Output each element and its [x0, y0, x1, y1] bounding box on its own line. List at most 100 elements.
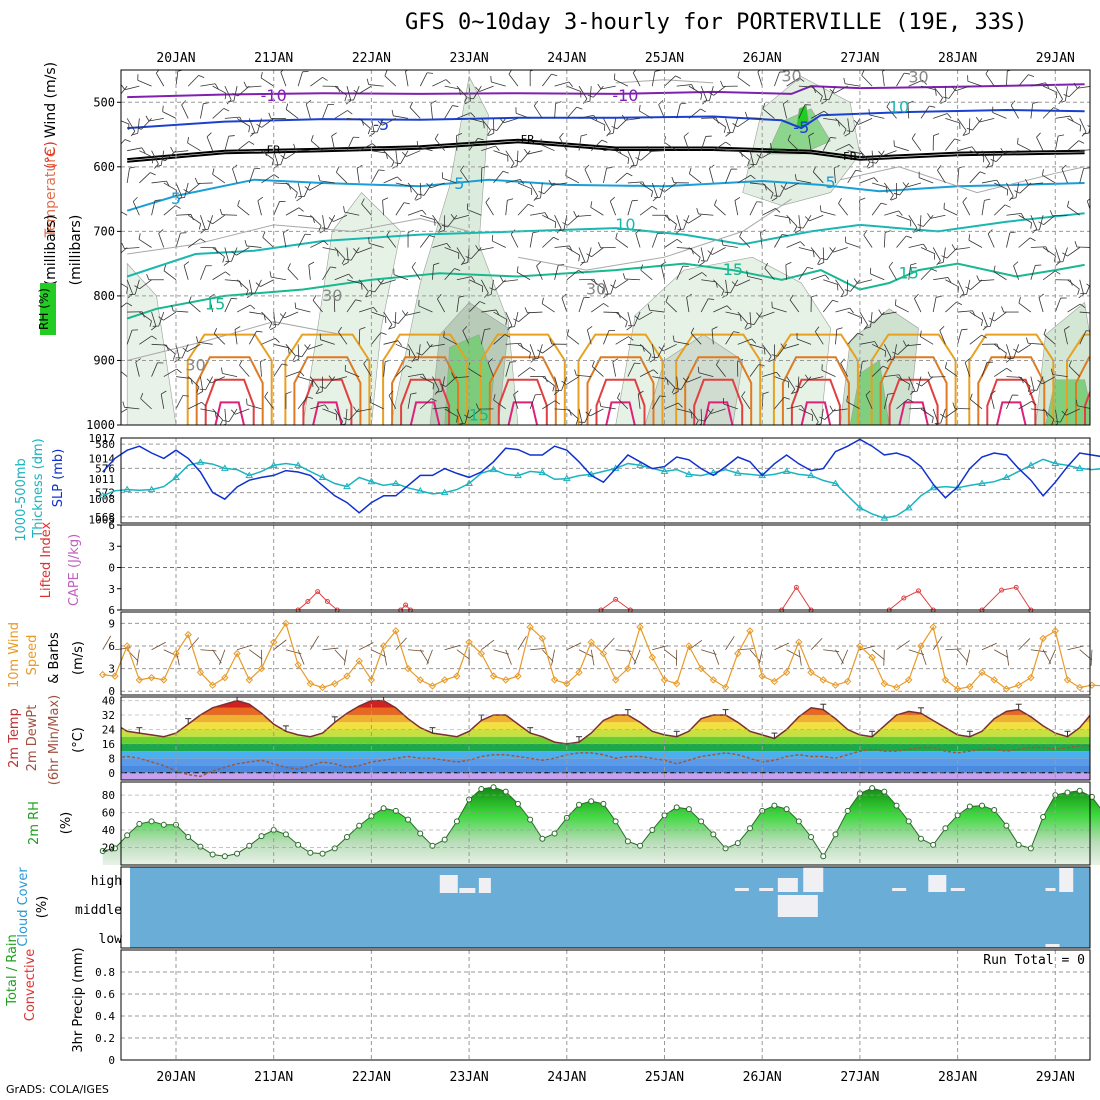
- wind-barb: [597, 83, 602, 90]
- wind-barb: [590, 206, 604, 216]
- wind-barb: [672, 391, 679, 395]
- rh2m-marker: [771, 802, 778, 809]
- wind-speed-marker: [673, 679, 681, 688]
- wind-barb: [348, 273, 354, 279]
- wind-barb: [815, 421, 819, 425]
- wind-barb: [429, 235, 436, 238]
- wind-barb: [419, 235, 430, 248]
- wind-barb: [716, 364, 726, 377]
- date-label-bottom: 24JAN: [547, 1070, 586, 1085]
- rh-contour-line: [127, 217, 470, 255]
- wind-barb: [411, 266, 421, 280]
- wind-speed-marker: [123, 642, 131, 650]
- wind-barb: [529, 367, 536, 372]
- wind-barb: [659, 188, 665, 193]
- wind-barb: [519, 179, 525, 185]
- wind-barb: [181, 100, 187, 106]
- wind-barb: [951, 244, 956, 250]
- wind-barb-10m: [1042, 649, 1052, 664]
- wind-speed-marker: [172, 649, 180, 658]
- wind-barb-10m: [798, 649, 802, 666]
- wind-barb: [932, 297, 937, 313]
- wind-barb: [121, 85, 128, 95]
- wind-barb: [810, 247, 821, 260]
- rh2m-marker: [234, 850, 241, 857]
- wind-barb: [592, 366, 604, 377]
- contour-label: 10: [615, 215, 635, 234]
- wind-barb: [820, 257, 827, 261]
- wind-barb: [818, 262, 824, 266]
- grads-credit: GrADS: COLA/IGES: [6, 1083, 109, 1096]
- thickness-marker: [953, 483, 962, 491]
- wind-barb: [224, 116, 240, 119]
- surface-temp-contour: [400, 378, 451, 425]
- wind-barb: [902, 340, 907, 347]
- wind-barb: [331, 132, 337, 137]
- wind-barb: [222, 423, 227, 425]
- rh2m-marker: [295, 841, 302, 848]
- lifted-tick-label: 6: [108, 604, 115, 617]
- wind-barb: [627, 181, 643, 184]
- wind-barb: [981, 179, 997, 184]
- wind-barb: [627, 343, 643, 347]
- wind-barb: [762, 208, 776, 216]
- wind-barb: [896, 235, 907, 248]
- temp-tick-label: 16: [102, 738, 115, 751]
- wind-barb: [248, 118, 256, 133]
- wind-barb: [603, 303, 609, 308]
- wind-barb: [353, 406, 358, 412]
- wind-barb: [625, 278, 641, 281]
- wind-barb: [1043, 334, 1056, 345]
- wind-barb: [529, 182, 539, 197]
- wind-barb: [97, 212, 100, 217]
- wind-barb: [343, 206, 345, 213]
- wind-barb: [944, 86, 947, 102]
- wind-barb-10m: [1048, 649, 1056, 665]
- wind-barb: [725, 132, 731, 137]
- wind-barb: [629, 164, 635, 169]
- wind-barb: [468, 118, 484, 123]
- wind-speed-marker: [660, 676, 669, 684]
- wind-barb: [299, 371, 305, 377]
- wind-barb: [884, 210, 899, 216]
- wind-barb-10m: [994, 649, 1009, 658]
- wind-barb: [151, 150, 159, 165]
- thickness-marker: [929, 483, 938, 491]
- wind-barb: [181, 344, 189, 359]
- wind-barb: [172, 353, 176, 360]
- wind-barb: [836, 327, 843, 330]
- wind-barb: [968, 234, 971, 241]
- thickness-marker: [220, 464, 229, 471]
- rh-contour-line: [127, 321, 343, 361]
- wind-barb: [584, 408, 592, 423]
- wind-tick-label: 9: [108, 617, 115, 630]
- wind-barb: [184, 182, 189, 198]
- wind-barb: [944, 362, 948, 369]
- wind-barb: [384, 70, 388, 77]
- wind-barb: [581, 261, 588, 264]
- wind-barb: [297, 233, 306, 248]
- wind-barb: [163, 182, 177, 191]
- surface-temp-contour: [772, 333, 859, 425]
- temp-ylabel: 2m Temp: [7, 708, 22, 768]
- wind-barb: [954, 247, 970, 250]
- wind-barb: [832, 408, 848, 412]
- wind-barb: [529, 232, 534, 248]
- wind-barb: [395, 182, 411, 187]
- wind-barb: [309, 182, 323, 191]
- surface-temp-contour: [702, 401, 735, 425]
- wind-barb: [231, 251, 237, 256]
- wind-barb: [687, 376, 702, 383]
- wind-barb: [937, 165, 942, 171]
- wind-barb: [206, 378, 212, 384]
- wind-barb: [1067, 206, 1080, 216]
- wind-barb: [945, 138, 955, 151]
- wind-barb: [966, 127, 973, 131]
- wind-barb: [514, 159, 521, 163]
- wind-barb: [297, 182, 302, 198]
- wind-barb: [298, 376, 313, 382]
- wind-barb: [908, 215, 918, 229]
- wind-barb: [322, 266, 331, 280]
- wind-barb: [103, 248, 109, 262]
- wind-barb: [994, 182, 1008, 190]
